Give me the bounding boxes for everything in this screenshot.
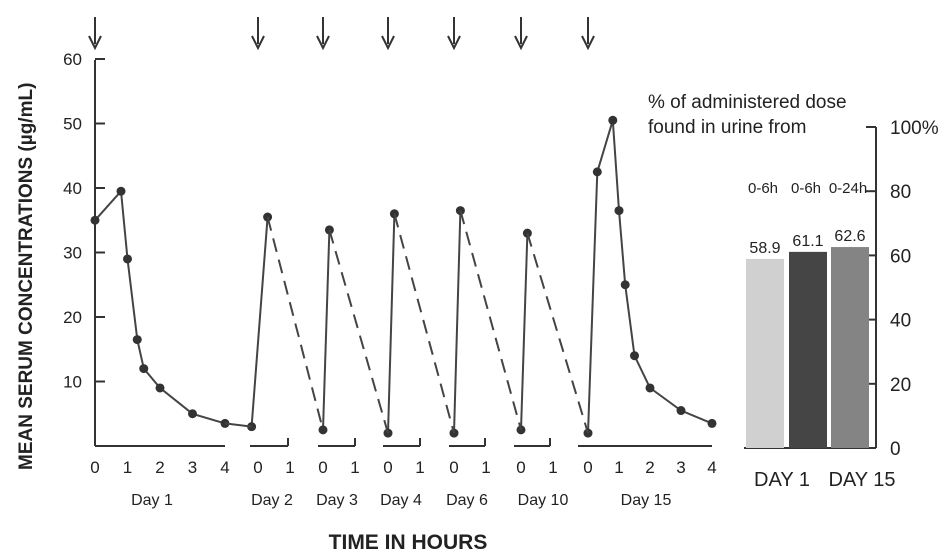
data-point [90,215,100,225]
x-tick-label: 3 [676,458,685,477]
data-point [139,364,149,374]
bar-category-label: 0-6h [748,180,778,197]
bar-category-label: 0-6h [791,180,821,197]
data-point [676,406,686,416]
x-tick-label: 0 [90,458,99,477]
series-line-solid [453,210,462,434]
bar-y-tick-label: 0 [890,439,901,460]
y-tick-label: 40 [63,179,82,198]
y-tick-label: 10 [63,373,82,392]
series-line-dashed [266,216,324,431]
bar-y-tick-label: 20 [890,375,911,396]
series-line-dashed [393,213,455,434]
data-point [614,206,624,216]
x-tick-label: 1 [350,458,359,477]
dose-arrow-head [381,35,395,51]
data-point [583,428,593,438]
bar [831,247,869,448]
dose-arrow-head [447,35,461,51]
series-line-solid [322,229,331,430]
day-label: Day 1 [131,492,173,509]
data-point [592,167,602,177]
data-point [318,425,328,435]
series-line-solid [94,188,226,425]
x-tick-label: 2 [155,458,164,477]
x-tick-label: 4 [707,458,716,477]
serum-concentration-chart: MEAN SERUM CONCENTRATIONS (µg/mL) TIME I… [16,17,717,554]
bar [746,258,784,448]
x-tick-label: 4 [220,458,229,477]
x-tick-label: 0 [516,458,525,477]
x-tick-label: 0 [449,458,458,477]
x-tick-label: 1 [415,458,424,477]
series-line-solid [520,233,529,430]
bar-layer: 0 20 40 60 80 100% 58.9 0-6h 61.1 0-6h 62.6 0-24h [746,118,939,460]
series-line-solid [250,216,269,427]
x-tick-label: 2 [645,458,654,477]
group-label-day15: DAY 15 [828,469,895,491]
y-tick-label: 60 [63,50,82,69]
data-point [116,186,126,196]
day-label: Day 4 [380,492,422,509]
x-tick-label: 1 [614,458,623,477]
data-point [155,383,165,393]
x-tick-label: 3 [188,458,197,477]
bar-y-tick-label: 80 [890,182,911,203]
bar-category-label: 0-24h [829,180,867,197]
bar-y-tick-label: 40 [890,311,911,332]
dose-arrow-head [88,35,102,51]
data-point [188,409,197,419]
y-tick-label: 50 [63,115,82,134]
x-axis-title: TIME IN HOURS [329,531,488,554]
dose-arrow-head [581,35,595,51]
data-point [645,383,655,393]
x-tick-label: 1 [548,458,557,477]
x-tick-label: 0 [318,458,327,477]
series-line-solid [387,213,396,434]
series-line-dashed [328,229,389,434]
urine-excretion-chart: % of administered dose found in urine fr… [648,92,939,491]
day-label: Day 6 [446,492,488,509]
bar-value-label: 61.1 [792,233,823,250]
x-tick-label: 1 [123,458,132,477]
day-label: Day 3 [316,492,358,509]
y-tick-label: 20 [63,308,82,327]
data-point [132,335,142,345]
dose-arrow-head [316,35,330,51]
series-line-dashed [459,210,522,431]
dose-arrow-head [251,35,265,51]
data-point [630,351,639,361]
bar-chart-title-line2: found in urine from [648,117,806,138]
bar-chart-title-line1: % of administered dose [648,92,847,113]
dose-arrow-head [514,35,528,51]
data-point [123,254,132,264]
data-point [620,280,630,290]
y-tick-label: 30 [63,244,82,263]
series-line-solid [224,422,252,428]
day-label: Day 2 [251,492,293,509]
x-tick-label: 1 [481,458,490,477]
bar [789,251,827,448]
x-tick-label: 0 [253,458,262,477]
bar-y-tick-label: 100% [890,118,939,139]
x-tick-label: 0 [583,458,592,477]
bar-value-label: 58.9 [749,240,780,257]
day-label: Day 10 [518,492,569,509]
x-tick-label: 1 [285,458,294,477]
data-point [608,115,618,125]
x-tick-label: 0 [383,458,392,477]
day-label: Day 15 [621,492,672,509]
bar-y-tick-label: 60 [890,246,911,267]
bar-value-label: 62.6 [834,228,865,245]
data-point [707,418,717,428]
group-label-day1: DAY 1 [754,469,810,491]
y-axis-title: MEAN SERUM CONCENTRATIONS (µg/mL) [16,83,37,470]
series-line-dashed [526,232,589,434]
